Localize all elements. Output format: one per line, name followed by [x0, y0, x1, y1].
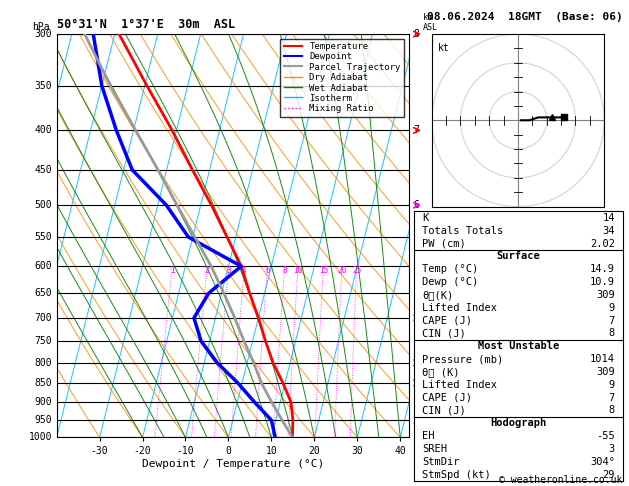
Text: 6: 6 [413, 200, 419, 210]
Text: 20: 20 [337, 266, 347, 275]
Text: 08.06.2024  18GMT  (Base: 06): 08.06.2024 18GMT (Base: 06) [427, 12, 623, 22]
Text: 7: 7 [609, 315, 615, 326]
Text: 2: 2 [413, 358, 419, 367]
Text: PW (cm): PW (cm) [422, 239, 466, 248]
Text: 14.9: 14.9 [590, 264, 615, 274]
Text: Most Unstable: Most Unstable [478, 341, 559, 351]
Text: 7: 7 [413, 125, 419, 136]
Text: 550: 550 [35, 232, 52, 242]
Text: StmSpd (kt): StmSpd (kt) [422, 469, 491, 480]
Legend: Temperature, Dewpoint, Parcel Trajectory, Dry Adiabat, Wet Adiabat, Isotherm, Mi: Temperature, Dewpoint, Parcel Trajectory… [281, 38, 404, 117]
Text: 10: 10 [293, 266, 303, 275]
Text: 950: 950 [35, 415, 52, 425]
Text: 3: 3 [413, 313, 419, 323]
Text: Lifted Index: Lifted Index [422, 303, 498, 313]
Text: 500: 500 [35, 200, 52, 210]
Text: SREH: SREH [422, 444, 447, 454]
Text: 700: 700 [35, 313, 52, 323]
Text: 10.9: 10.9 [590, 277, 615, 287]
Text: Dewp (°C): Dewp (°C) [422, 277, 479, 287]
Text: 7: 7 [609, 393, 615, 403]
Text: θᴄ (K): θᴄ (K) [422, 367, 460, 377]
Text: 9: 9 [609, 303, 615, 313]
Text: 2.02: 2.02 [590, 239, 615, 248]
Text: hPa: hPa [32, 22, 50, 32]
Text: 1: 1 [413, 397, 419, 407]
Text: 5: 5 [413, 261, 419, 271]
Text: StmDir: StmDir [422, 457, 460, 467]
Text: 450: 450 [35, 165, 52, 175]
Text: CIN (J): CIN (J) [422, 329, 466, 338]
Text: 29: 29 [603, 469, 615, 480]
Text: 750: 750 [35, 336, 52, 346]
Text: 4: 4 [413, 288, 419, 298]
Text: CIN (J): CIN (J) [422, 405, 466, 416]
Text: Temp (°C): Temp (°C) [422, 264, 479, 274]
Text: 600: 600 [35, 261, 52, 271]
Text: 8: 8 [609, 405, 615, 416]
Text: 850: 850 [35, 378, 52, 388]
Text: 8: 8 [282, 266, 287, 275]
Text: 800: 800 [35, 358, 52, 367]
Text: K: K [422, 213, 428, 223]
Text: 4: 4 [242, 266, 247, 275]
Text: 2: 2 [205, 266, 209, 275]
Text: Pressure (mb): Pressure (mb) [422, 354, 503, 364]
Text: 300: 300 [35, 29, 52, 39]
Text: CAPE (J): CAPE (J) [422, 393, 472, 403]
Text: 8: 8 [609, 329, 615, 338]
X-axis label: Dewpoint / Temperature (°C): Dewpoint / Temperature (°C) [142, 459, 324, 469]
Text: Surface: Surface [497, 251, 540, 261]
Text: θᴄ(K): θᴄ(K) [422, 290, 454, 300]
Text: 15: 15 [319, 266, 328, 275]
Text: 34: 34 [603, 226, 615, 236]
Text: 25: 25 [352, 266, 361, 275]
Text: 6: 6 [265, 266, 270, 275]
Text: -55: -55 [596, 431, 615, 441]
Text: 50°31'N  1°37'E  30m  ASL: 50°31'N 1°37'E 30m ASL [57, 18, 235, 32]
Text: 309: 309 [596, 367, 615, 377]
Text: 9: 9 [609, 380, 615, 390]
Text: 650: 650 [35, 288, 52, 298]
Text: 309: 309 [596, 290, 615, 300]
Text: 14: 14 [603, 213, 615, 223]
Text: 1014: 1014 [590, 354, 615, 364]
Text: 304°: 304° [590, 457, 615, 467]
Text: 3: 3 [609, 444, 615, 454]
Text: km
ASL: km ASL [423, 13, 438, 32]
Text: 3: 3 [226, 266, 231, 275]
Text: © weatheronline.co.uk: © weatheronline.co.uk [499, 475, 623, 485]
Text: 8: 8 [413, 29, 419, 39]
Text: Hodograph: Hodograph [491, 418, 547, 428]
Text: Lifted Index: Lifted Index [422, 380, 498, 390]
Text: 350: 350 [35, 81, 52, 91]
Text: LCL: LCL [413, 415, 431, 425]
Text: 900: 900 [35, 397, 52, 407]
Text: Totals Totals: Totals Totals [422, 226, 503, 236]
Text: EH: EH [422, 431, 435, 441]
Text: CAPE (J): CAPE (J) [422, 315, 472, 326]
Text: 1000: 1000 [29, 433, 52, 442]
Text: 1: 1 [170, 266, 175, 275]
Text: 400: 400 [35, 125, 52, 136]
Text: kt: kt [437, 43, 449, 52]
